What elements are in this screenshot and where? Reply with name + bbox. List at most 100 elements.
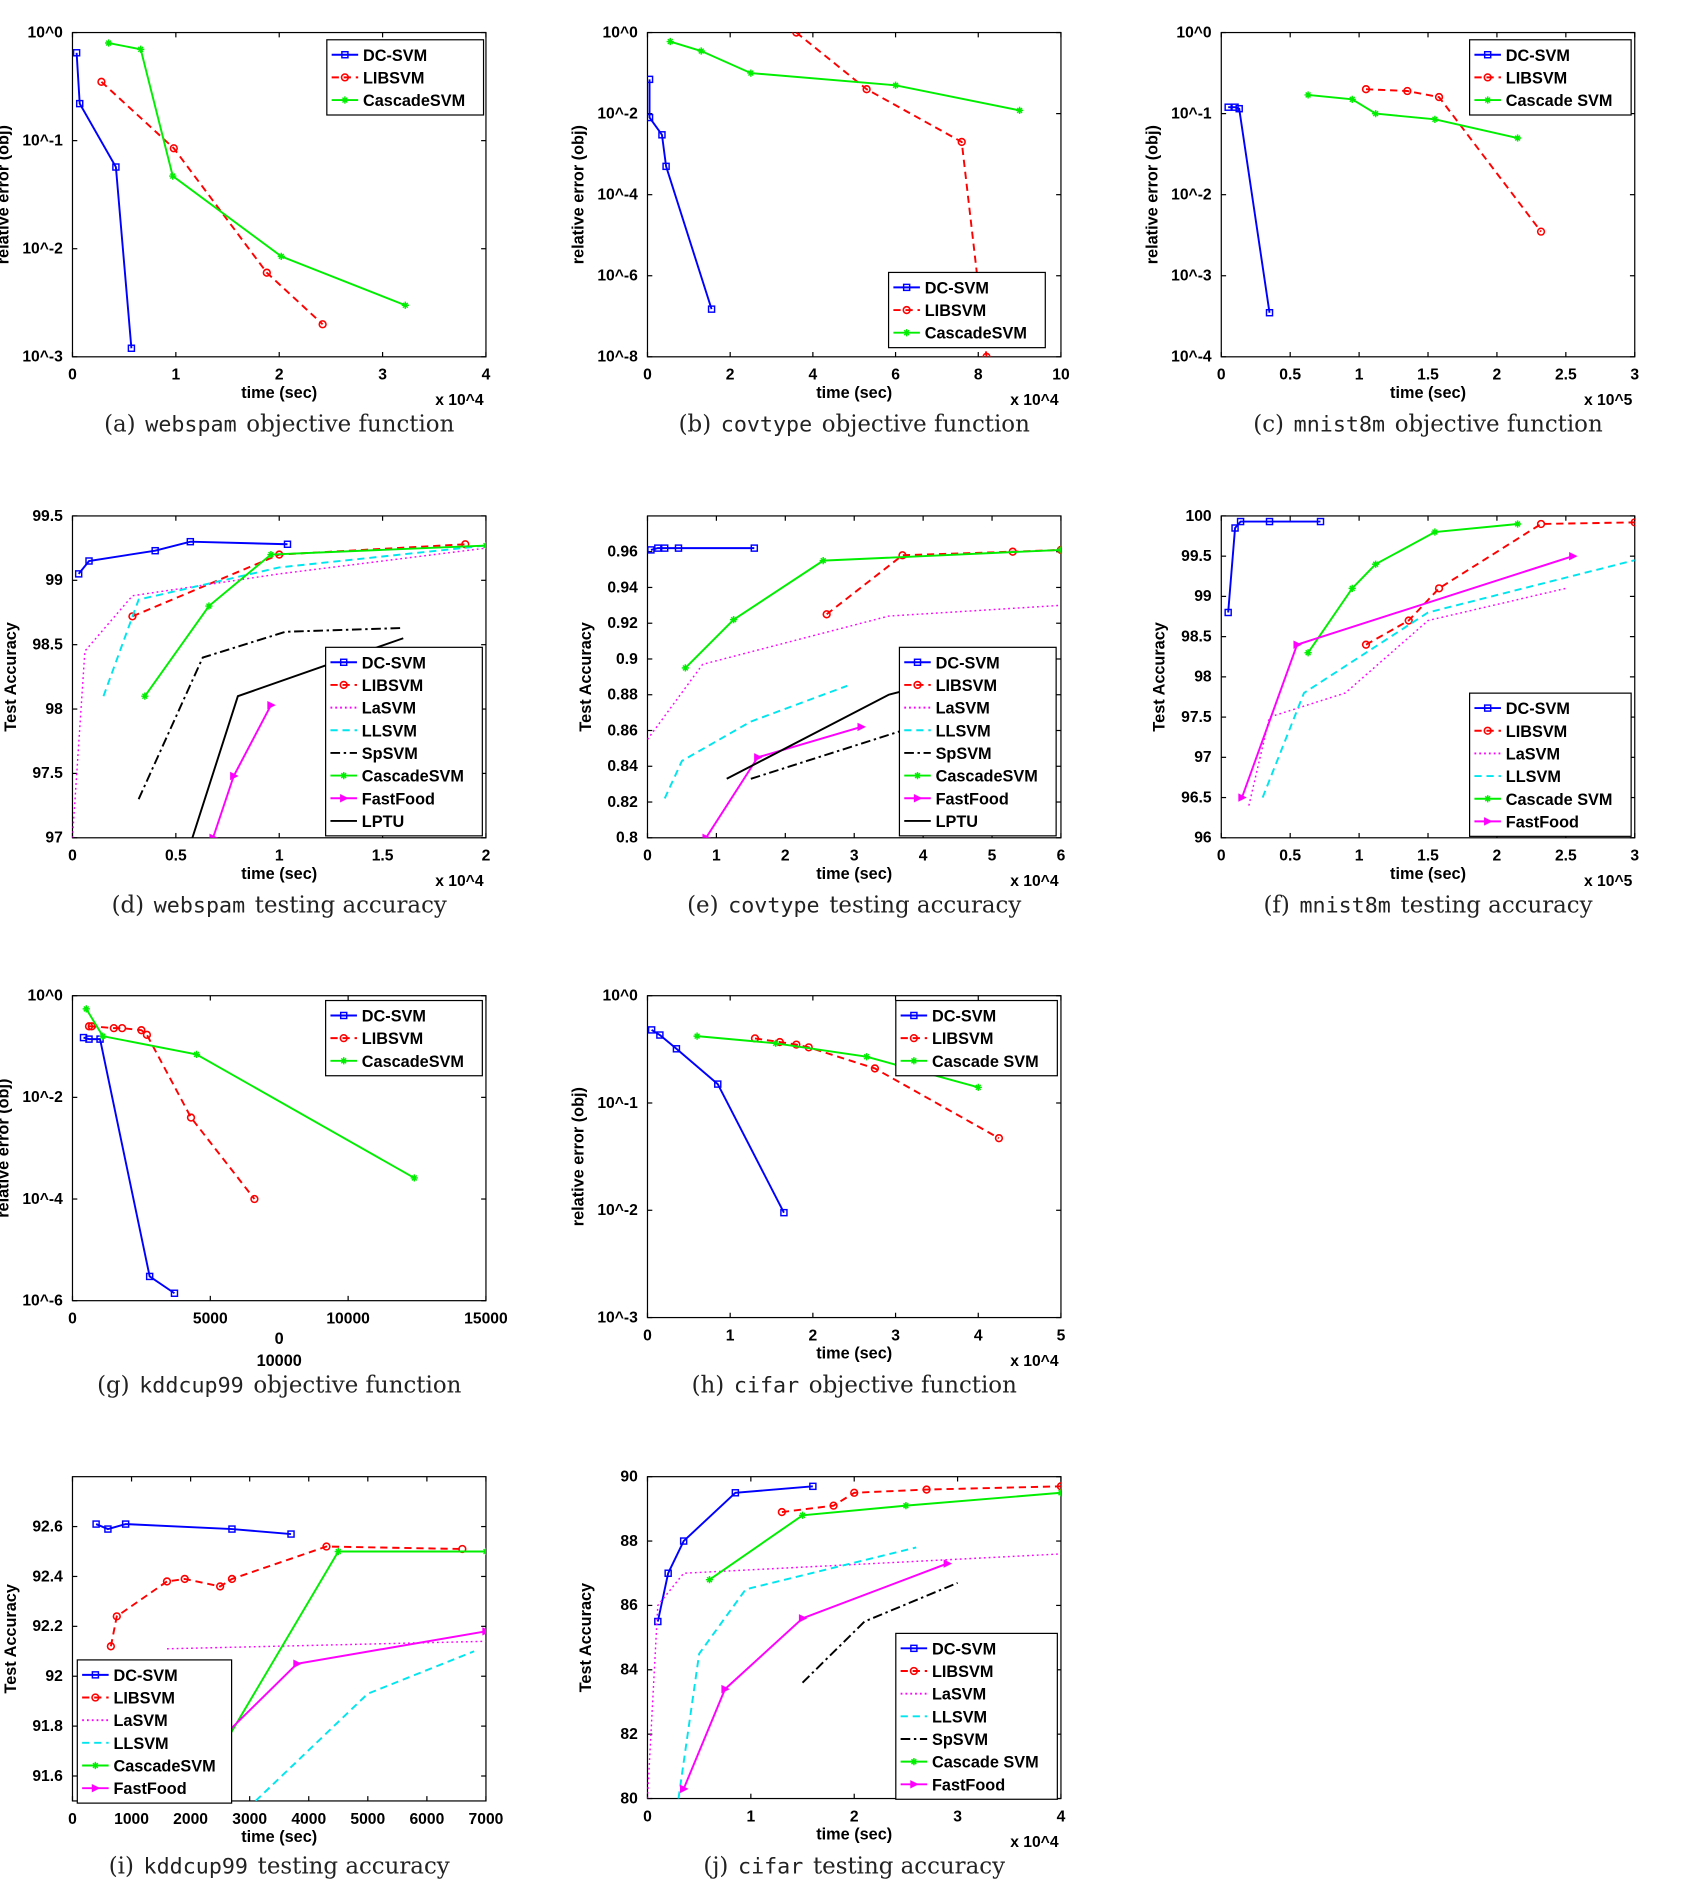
legend-label: LIBSVM (363, 69, 424, 87)
y-tick-label: 92 (45, 1668, 63, 1685)
x-tick-label: 4 (482, 367, 491, 384)
y-tick-label: 10^0 (1176, 24, 1212, 41)
series-spsvm (137, 626, 404, 800)
legend-box (325, 999, 483, 1077)
square-marker (170, 1289, 179, 1297)
x-tick-label: 0 (68, 1311, 77, 1328)
series-line (682, 1562, 948, 1790)
star-marker (705, 1576, 714, 1584)
chart-caption: (g) kddcup99 objective function (97, 1372, 462, 1398)
x-axis-label: 10000 (257, 1352, 302, 1370)
square-marker (287, 1530, 295, 1538)
triangle-marker (1569, 551, 1578, 561)
legend-label: Cascade SVM (1506, 791, 1613, 809)
circle-marker (169, 144, 178, 153)
legend-item: SpSVM (904, 745, 992, 763)
chart-caption: (b) covtype objective function (679, 412, 1030, 438)
square-marker (910, 1644, 918, 1653)
legend: DC-SVM LIBSVM CascadeSVM (326, 39, 485, 116)
chart-caption: (a) webspam objective function (104, 412, 454, 438)
x-tick-label: 0 (68, 367, 77, 384)
x-tick-label: 2 (1493, 367, 1502, 384)
series-cascadesvm (187, 1547, 486, 1801)
circle-marker (1483, 726, 1492, 735)
x-tick-label: 1 (1355, 367, 1364, 384)
chart-caption: (e) covtype testing accuracy (687, 893, 1021, 919)
circle-marker (215, 1582, 225, 1591)
circle-marker (109, 1023, 118, 1033)
legend-item: DC-SVM (82, 1667, 178, 1685)
x-tick-label: 0 (643, 848, 652, 865)
circle-marker (922, 1485, 931, 1494)
legend-item: LaSVM (900, 1686, 986, 1704)
series-cascadesvm (105, 39, 409, 309)
series-llsvm (254, 1650, 475, 1801)
x-tick-label: 5 (988, 848, 997, 865)
square-marker (656, 1031, 664, 1039)
y-tick-label: 97 (1194, 749, 1212, 766)
circle-marker (128, 612, 137, 621)
square-marker (339, 1011, 348, 1020)
x-tick-label: 6 (891, 367, 900, 384)
chart-caption: (c) mnist8m objective function (1253, 412, 1603, 438)
series-line (72, 547, 486, 838)
series-dc-svm (647, 1026, 788, 1217)
x-axis-multiplier: x 10^5 (1584, 873, 1633, 890)
legend-box (326, 39, 485, 116)
y-tick-label: 10^-4 (597, 187, 638, 204)
legend-item: CascadeSVM (904, 768, 1038, 786)
square-marker (74, 570, 83, 578)
square-marker (809, 1482, 817, 1491)
star-marker (192, 1050, 201, 1059)
y-tick-label: 0.86 (607, 722, 638, 739)
x-tick-label: 10000 (326, 1311, 370, 1328)
star-marker (169, 172, 177, 180)
legend-item: LIBSVM (82, 1690, 175, 1708)
x-tick-label: 2 (726, 367, 735, 384)
x-tick-label: 1.5 (372, 848, 394, 865)
y-tick-label: 92.2 (32, 1618, 63, 1635)
y-axis-label: Test Accuracy (1151, 622, 1169, 731)
y-tick-label: 98 (45, 701, 63, 718)
chart-caption: (j) cifar testing accuracy (703, 1853, 1005, 1879)
triangle-marker (754, 753, 763, 762)
legend: DC-SVM LIBSVM LaSVM LLSVM SpSVM CascadeSVM Fas… (325, 646, 483, 837)
circle-marker (792, 1040, 801, 1049)
square-marker (75, 99, 84, 108)
legend-box (325, 646, 483, 837)
series-line (708, 1491, 1061, 1581)
x-tick-label: 3 (850, 848, 859, 865)
square-marker (1236, 517, 1245, 526)
x-axis-multiplier: x 10^4 (1010, 1834, 1059, 1851)
chart-panel-f: 0 0.5 1 1.5 2 2.5 3 96 96.5 97 97.5 98 98.5 99 99.5 100… (1151, 508, 1640, 919)
triangle-marker (721, 1684, 730, 1694)
legend-item: FastFood (1474, 813, 1579, 831)
chart-panel-i: 0 1000 2000 3000 4000 5000 6000 7000 91.6 91.8 92 9… (2, 1476, 504, 1879)
series-cascade-svm (705, 1489, 1061, 1584)
circle-marker (909, 1666, 919, 1676)
x-axis-multiplier: x 10^4 (1010, 873, 1059, 890)
series-layer (647, 1026, 1004, 1217)
x-tick-label: 3 (1630, 848, 1639, 865)
star-marker (747, 69, 755, 77)
y-tick-label: 10^-2 (22, 241, 63, 258)
x-tick-label: 0 (68, 1811, 77, 1828)
star-marker (910, 1057, 918, 1065)
circle-marker (1536, 227, 1546, 236)
series-llsvm (1261, 559, 1635, 798)
circle-marker (829, 1501, 838, 1510)
y-axis-label: Test Accuracy (2, 622, 20, 731)
x-tick-label: 1 (712, 848, 721, 865)
circle-marker (957, 137, 966, 147)
series-line (1261, 559, 1635, 798)
square-marker (151, 546, 159, 555)
x-tick-label: 1 (746, 1808, 755, 1825)
star-marker (141, 692, 149, 700)
square-marker (92, 1520, 100, 1528)
square-marker (1483, 50, 1492, 59)
series-dc-svm (72, 49, 136, 352)
series-line (726, 690, 903, 780)
square-marker (1224, 608, 1232, 617)
triangle-marker (857, 722, 866, 732)
star-marker (1484, 795, 1492, 803)
